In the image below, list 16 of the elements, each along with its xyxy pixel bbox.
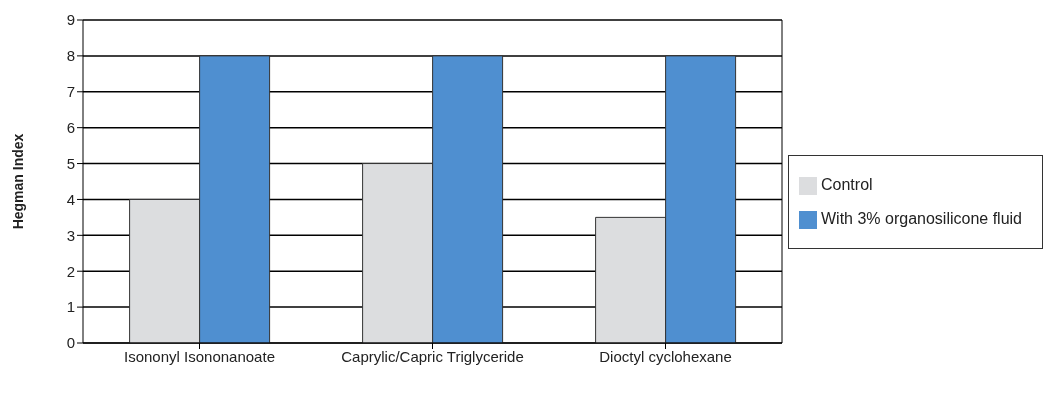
legend-label: Control <box>821 176 873 193</box>
y-tick-label: 7 <box>66 83 75 101</box>
y-tick-label: 8 <box>66 47 75 65</box>
y-tick-label: 9 <box>66 11 75 29</box>
y-tick-label: 6 <box>66 118 75 136</box>
y-tick-label: 0 <box>66 334 75 352</box>
x-tick-label: Caprylic/Capric Triglyceride <box>341 347 524 365</box>
y-tick-label: 4 <box>66 190 75 208</box>
x-tick-label: Dioctyl cyclohexane <box>599 347 732 365</box>
legend-label: With 3% organosilicone fluid <box>821 210 1022 227</box>
y-tick-label: 1 <box>66 298 75 316</box>
y-tick-label: 2 <box>66 262 75 280</box>
y-tick-label: 3 <box>66 226 75 244</box>
x-tick-label: Isononyl Isononanoate <box>124 347 275 365</box>
y-tick-label: 5 <box>66 154 75 172</box>
y-axis-title: Hegman Index <box>9 133 26 230</box>
